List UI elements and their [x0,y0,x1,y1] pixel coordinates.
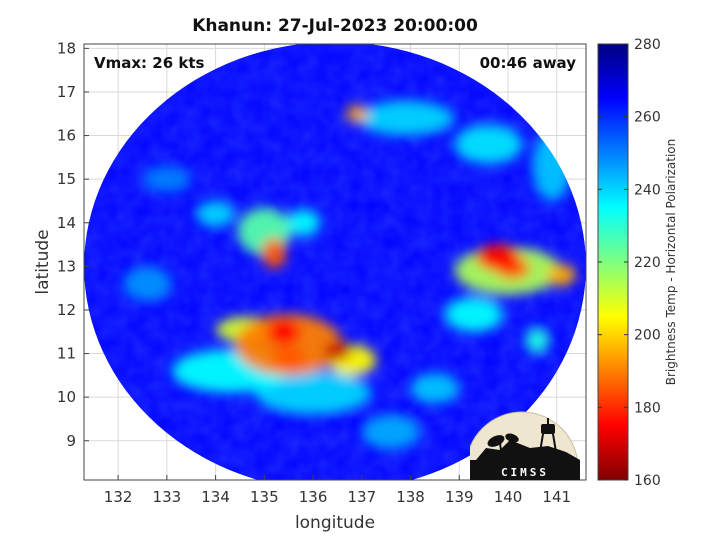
y-tick-label: 17 [57,83,76,101]
x-tick-label: 139 [445,488,474,506]
x-axis-label: longitude [295,513,375,533]
y-tick-label: 14 [57,214,76,232]
brightness-blob [444,296,504,332]
colorbar-tick-label: 160 [634,473,661,489]
brightness-blob [235,314,343,376]
cimss-logo: CIMSS [470,411,580,480]
colorbar [597,43,629,481]
y-tick-label: 10 [57,388,76,406]
x-tick-label: 140 [494,488,523,506]
x-tick-label: 138 [396,488,425,506]
brightness-blob [346,105,368,123]
x-tick-label: 136 [299,488,328,506]
colorbar-tick-label: 220 [634,255,661,271]
y-tick-label: 16 [57,127,76,145]
y-tick-label: 15 [57,170,76,188]
brightness-blob [254,371,372,415]
x-tick-label: 135 [250,488,279,506]
time-away-annotation: 00:46 away [480,54,577,72]
y-tick-label: 12 [57,301,76,319]
brightness-blob [454,124,523,164]
y-tick-label: 13 [57,257,76,275]
brightness-blob [323,341,352,361]
x-tick-label: 134 [201,488,230,506]
x-tick-label: 133 [153,488,182,506]
brightness-blob [547,264,577,286]
x-tick-label: 132 [104,488,133,506]
brightness-blob [525,327,550,354]
brightness-blob [142,166,192,193]
axes-box [83,43,587,481]
y-tick-label: 9 [66,432,76,450]
colorbar-tick-label: 260 [634,110,661,126]
brightness-blob [196,200,236,228]
y-tick-label: 11 [57,345,76,363]
x-tick-label: 137 [347,488,376,506]
vmax-annotation: Vmax: 26 kts [94,54,204,72]
y-tick-label: 18 [57,39,76,57]
colorbar-label: Brightness Temp - Horizontal Polarizatio… [664,139,678,386]
x-tick-label: 141 [542,488,571,506]
brightness-blob [261,238,287,269]
brightness-blob [266,318,301,345]
y-axis: 9 10 11 12 13 14 15 16 17 18 [57,39,89,450]
colorbar-ticks: 280 260 240 220 200 180 160 [598,37,661,489]
brightness-blob [122,266,172,302]
colorbar-tick-label: 180 [634,400,661,416]
brightness-blob [356,100,455,136]
brightness-blob [476,244,521,271]
colorbar-tick-label: 280 [634,37,661,53]
brightness-features [122,100,577,450]
brightness-blob [410,373,460,404]
x-axis: 132 133 134 135 136 137 138 139 140 141 [104,475,571,506]
logo-text: CIMSS [501,466,549,479]
brightness-blob [271,347,306,369]
y-axis-label: latitude [33,229,53,294]
heatmap-layer [84,44,586,480]
brightness-blob [286,209,321,236]
colorbar-tick-label: 200 [634,328,661,344]
colorbar-tick-label: 240 [634,182,661,198]
chart-title: Khanun: 27-Jul-2023 20:00:00 [192,16,478,36]
brightness-blob [361,414,421,450]
